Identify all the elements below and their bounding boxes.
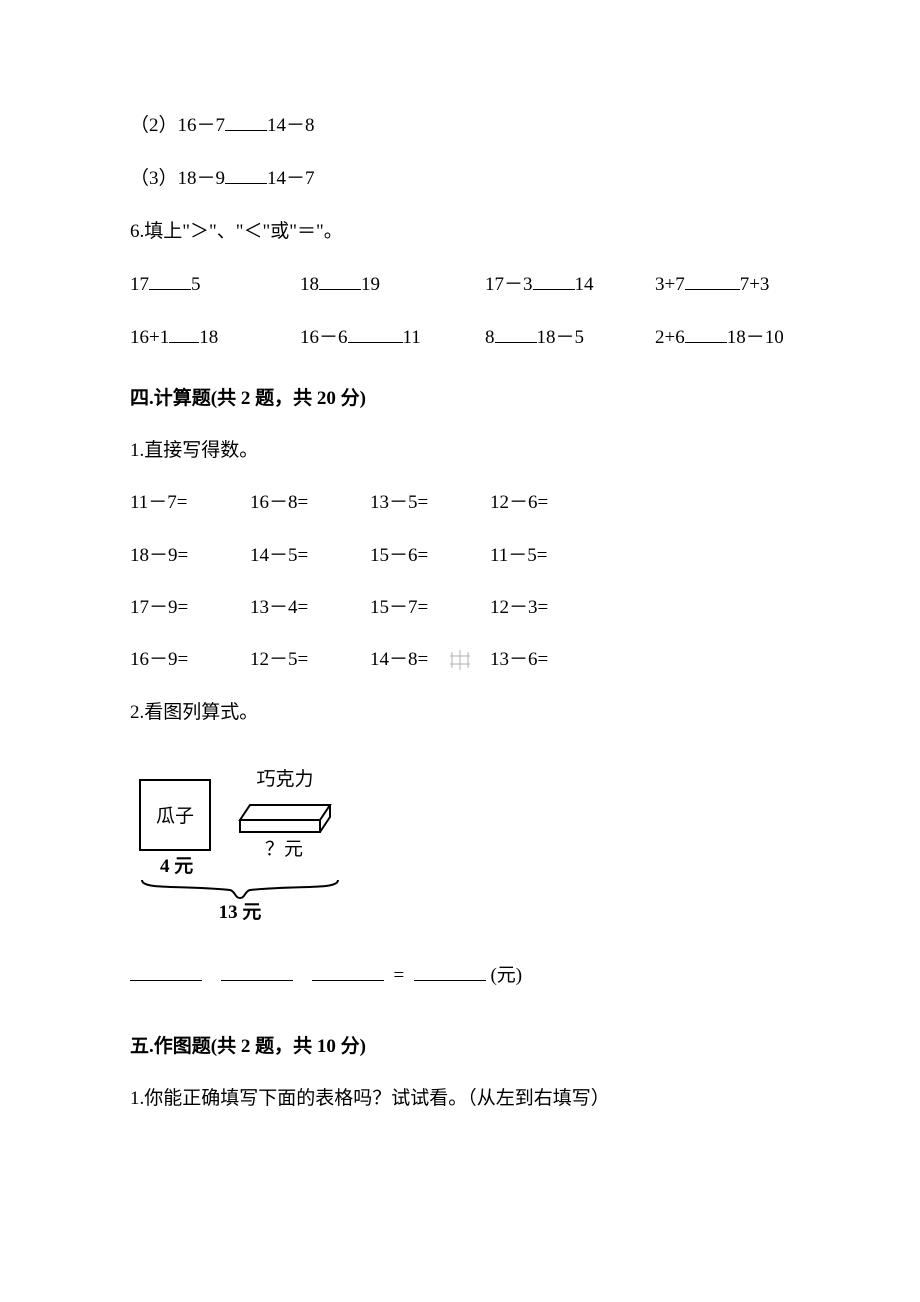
- calc-cell: 16－8=: [250, 488, 370, 518]
- calc-cell: 12－6=: [490, 488, 610, 518]
- q6-r2-h: 18－10: [727, 327, 784, 348]
- calc-cell: 11－5=: [490, 541, 610, 571]
- q6-r1-b4[interactable]: [685, 269, 740, 290]
- equation-line: = (元): [130, 960, 790, 991]
- q6-r2-c: 16－6: [300, 327, 348, 348]
- q5-3-left: （3）18－9: [130, 168, 225, 189]
- q6-title: 6.填上"＞"、"＜"或"＝"。: [130, 217, 790, 247]
- q6-row2: 16+1 18 16－6 11 8 18－5 2+6 18－10: [130, 322, 790, 353]
- q6-r2-b1[interactable]: [169, 322, 199, 343]
- diagram-seeds-label: 瓜子: [156, 806, 194, 827]
- q6-r2-c3: 8 18－5: [485, 322, 655, 353]
- q5-3-blank[interactable]: [225, 163, 267, 184]
- q6-r2-e: 8: [485, 327, 495, 348]
- q6-r1-c3: 17－3 14: [485, 269, 655, 300]
- q6-r2-b: 18: [199, 327, 218, 348]
- q6-r1-a: 17: [130, 274, 149, 295]
- q6-r1-b: 5: [191, 274, 201, 295]
- q5-item2: （2）16－7 14－8: [130, 110, 790, 141]
- q5-2-blank[interactable]: [225, 110, 267, 131]
- s4-q1: 1.直接写得数。: [130, 436, 790, 466]
- calc-cell: 12－5=: [250, 645, 370, 675]
- price-diagram: 瓜子 巧克力 4 元 ？元 13 元: [130, 750, 790, 920]
- q6-r1-f: 14: [575, 274, 594, 295]
- eq-blank1[interactable]: [130, 960, 202, 981]
- eq-blank2[interactable]: [221, 960, 293, 981]
- eq-unit: (元): [490, 965, 522, 986]
- q6-r2-c2: 16－6 11: [300, 322, 485, 353]
- q5-3-right: 14－7: [267, 168, 315, 189]
- q6-r1-b2[interactable]: [319, 269, 361, 290]
- q6-r2-c1: 16+1 18: [130, 322, 300, 353]
- q6-r2-b2[interactable]: [348, 322, 403, 343]
- calc-cell: 13－4=: [250, 593, 370, 623]
- q6-r2-d: 11: [403, 327, 421, 348]
- calc-row: 18－9=14－5=15－6=11－5=: [130, 541, 790, 571]
- q6-r2-b3[interactable]: [495, 322, 537, 343]
- diagram-total: 13 元: [219, 902, 262, 920]
- diagram-price-seeds: 4 元: [160, 856, 193, 877]
- q6-r2-b4[interactable]: [685, 322, 727, 343]
- q6-r2-f: 18－5: [537, 327, 585, 348]
- calc-row: 17－9=13－4=15－7=12－3=: [130, 593, 790, 623]
- calc-cell: 12－3=: [490, 593, 610, 623]
- q6-r1-d: 19: [361, 274, 380, 295]
- q6-r1-c1: 17 5: [130, 269, 300, 300]
- calc-cell: 14－8=: [370, 645, 490, 675]
- eq-equals: =: [394, 965, 405, 986]
- q6-row1: 175 1819 17－314 3+77+3: [130, 269, 790, 300]
- q5-2-left: （2）16－7: [130, 115, 225, 136]
- calc-cell: 15－6=: [370, 541, 490, 571]
- q6-r1-g: 3+7: [655, 274, 685, 295]
- calc-cell: 13－5=: [370, 488, 490, 518]
- q5-item3: （3）18－9 14－7: [130, 163, 790, 194]
- q6-r2-g: 2+6: [655, 327, 685, 348]
- q6-r1-c2: 1819: [300, 269, 485, 300]
- q6-r2-a: 16+1: [130, 327, 169, 348]
- eq-blank4[interactable]: [414, 960, 486, 981]
- calc-cell: 13－6=: [490, 645, 610, 675]
- onion-icon: [449, 648, 471, 672]
- calc-cell: 17－9=: [130, 593, 250, 623]
- q6-r2-c4: 2+6 18－10: [655, 322, 784, 353]
- q6-r1-h: 7+3: [740, 274, 770, 295]
- eq-blank3[interactable]: [312, 960, 384, 981]
- q6-r1-c4: 3+7 7+3: [655, 269, 769, 300]
- diagram-choco-label: 巧克力: [256, 768, 313, 790]
- s5-q1: 1.你能正确填写下面的表格吗？试试看。（从左到右填写）: [130, 1084, 790, 1114]
- calc-cell: 18－9=: [130, 541, 250, 571]
- q6-r1-c: 18: [300, 274, 319, 295]
- q5-2-right: 14－8: [267, 115, 315, 136]
- calc-cell: 16－9=: [130, 645, 250, 675]
- s4-q2: 2.看图列算式。: [130, 698, 790, 728]
- calc-row: 11－7=16－8=13－5=12－6=: [130, 488, 790, 518]
- calc-cell: 15－7=: [370, 593, 490, 623]
- q6-r1-e: 17－3: [485, 274, 533, 295]
- s4-title: 四.计算题(共 2 题，共 20 分): [130, 384, 790, 414]
- q6-r1-b3[interactable]: [533, 269, 575, 290]
- calc-cell: 14－5=: [250, 541, 370, 571]
- s5-title: 五.作图题(共 2 题，共 10 分): [130, 1032, 790, 1062]
- calc-cell: 11－7=: [130, 488, 250, 518]
- diagram-price-choco: ？元: [265, 839, 303, 860]
- q6-r1-b1[interactable]: [149, 269, 191, 290]
